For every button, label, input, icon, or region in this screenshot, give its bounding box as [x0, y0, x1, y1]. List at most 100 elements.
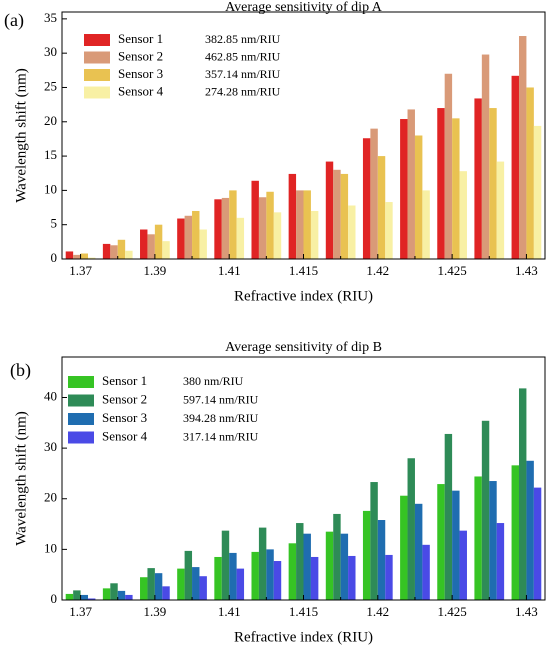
legend-swatch [84, 69, 110, 81]
bar [110, 583, 118, 600]
bar [333, 513, 341, 600]
bar [140, 577, 148, 600]
bar [422, 190, 430, 259]
bar [496, 161, 505, 259]
y-tick-label: 5 [51, 216, 58, 231]
bar [288, 173, 297, 259]
bar [452, 118, 460, 259]
legend-sensitivity: 462.85 nm/RIU [205, 49, 281, 63]
bar [73, 254, 81, 259]
legend-swatch [68, 431, 94, 444]
bar [236, 217, 245, 259]
legend-swatch [84, 86, 110, 99]
bar [258, 527, 267, 600]
bar [266, 549, 274, 600]
y-tick-label: 10 [44, 181, 57, 196]
bar [400, 495, 408, 600]
bar [258, 197, 267, 259]
bar [370, 482, 378, 600]
bar [444, 73, 453, 259]
bar [348, 205, 356, 259]
x-tick-label: 1.415 [289, 604, 318, 619]
y-axis-label: Wavelength shift (nm) [13, 68, 29, 203]
bar [526, 87, 534, 259]
y-tick-label: 25 [44, 78, 57, 93]
bar [474, 476, 482, 600]
bar [437, 484, 445, 600]
bar [400, 119, 408, 260]
bar [325, 531, 334, 600]
bar [117, 239, 126, 259]
bar [370, 128, 378, 259]
x-tick-label: 1.43 [515, 604, 538, 619]
bar [214, 556, 222, 600]
legend-swatch [68, 413, 94, 425]
bar [310, 556, 319, 600]
bar [273, 561, 282, 600]
bar [340, 173, 349, 259]
legend-swatch [68, 394, 94, 407]
bar [340, 533, 349, 600]
y-tick-label: 10 [44, 540, 57, 555]
bar [88, 598, 96, 600]
bar [496, 523, 505, 600]
bar [348, 555, 356, 600]
bar [65, 251, 74, 259]
bar [437, 108, 445, 259]
bar [177, 218, 185, 259]
bar [154, 573, 163, 600]
bar [229, 190, 237, 259]
bar [154, 224, 163, 259]
bar [407, 109, 415, 259]
x-tick-label: 1.415 [289, 263, 318, 278]
bar [251, 180, 259, 259]
bar [147, 234, 155, 259]
bar [73, 590, 81, 600]
y-tick-label: 15 [44, 147, 57, 162]
x-tick-label: 1.37 [69, 263, 92, 278]
legend-sensitivity: 380 nm/RIU [183, 374, 244, 388]
legend-swatch [84, 34, 110, 46]
y-tick-label: 30 [44, 439, 57, 454]
bar [459, 530, 467, 600]
y-tick-label: 35 [44, 10, 57, 25]
legend-label: Sensor 1 [118, 31, 163, 46]
bar [422, 544, 430, 600]
bar [125, 594, 133, 600]
x-tick-label: 1.425 [437, 263, 466, 278]
x-tick-label: 1.42 [366, 604, 389, 619]
bar [184, 550, 193, 600]
bar [288, 543, 297, 600]
legend-label: Sensor 1 [102, 373, 147, 388]
x-tick-label: 1.41 [218, 263, 241, 278]
bar [489, 108, 497, 259]
x-tick-label: 1.425 [437, 604, 466, 619]
legend-sensitivity: 382.85 nm/RIU [205, 32, 281, 46]
legend-label: Sensor 3 [102, 410, 147, 425]
panel-label: (a) [4, 10, 24, 31]
legend-sensitivity: 317.14 nm/RIU [183, 429, 259, 443]
legend-swatch [68, 376, 94, 388]
bar [229, 552, 237, 600]
y-tick-label: 20 [44, 113, 57, 128]
bar [444, 433, 453, 600]
bar [377, 520, 386, 600]
y-tick-label: 30 [44, 44, 57, 59]
bar [110, 245, 118, 259]
legend-label: Sensor 4 [118, 83, 164, 98]
bar [80, 594, 89, 600]
bar [266, 191, 274, 259]
bar [296, 190, 304, 259]
bar [192, 210, 200, 259]
bar [125, 250, 133, 259]
bar [184, 215, 193, 259]
bar [221, 197, 230, 259]
bar [526, 460, 534, 600]
legend-label: Sensor 3 [118, 66, 163, 81]
bar [162, 586, 170, 600]
y-tick-label: 0 [51, 591, 58, 606]
bar [407, 458, 415, 600]
bar [333, 169, 341, 259]
bar [303, 190, 311, 259]
